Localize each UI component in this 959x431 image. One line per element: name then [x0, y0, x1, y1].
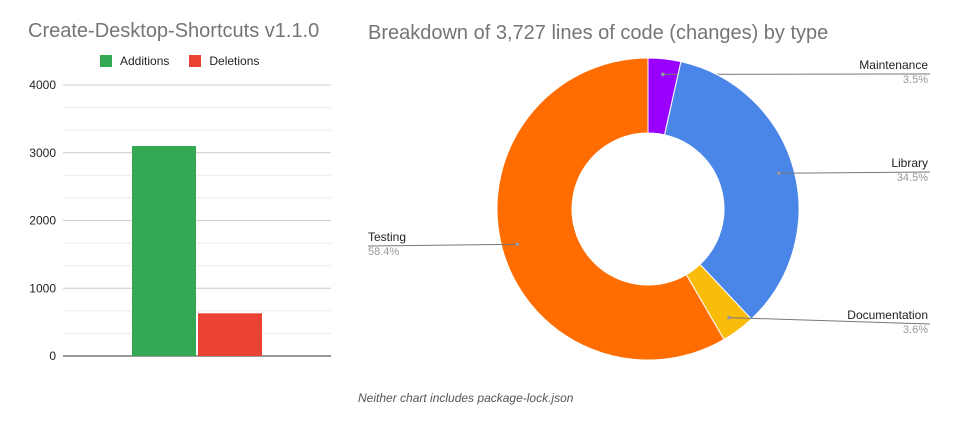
additions-swatch [100, 55, 112, 67]
pie-chart-title: Breakdown of 3,727 lines of code (change… [368, 22, 829, 44]
slice-label-documentation: Documentation [847, 308, 928, 322]
y-tick-label: 2000 [29, 214, 56, 228]
bar-chart: 0 1000 2000 3000 4000 [29, 78, 331, 363]
leader-line-library [778, 171, 931, 174]
y-tick-label: 0 [49, 349, 56, 363]
y-tick-label: 4000 [29, 78, 56, 92]
leader-line-documentation [729, 317, 931, 325]
deletions-swatch [189, 55, 202, 67]
donut-slice-testing [496, 57, 725, 361]
footnote: Neither chart includes package-lock.json [358, 391, 574, 405]
slice-pct-documentation: 3.6% [903, 324, 928, 336]
legend-item-additions[interactable]: Additions [100, 54, 169, 68]
donut-chart: Maintenance 3.5% Library 34.5% Documentation… [367, 57, 931, 361]
y-tick-label: 3000 [29, 146, 56, 160]
leader-dot [515, 242, 519, 247]
slice-label-testing: Testing [368, 230, 406, 244]
slice-pct-testing: 58.4% [368, 246, 399, 258]
slice-pct-maintenance: 3.5% [903, 74, 928, 86]
donut-slice-library [663, 61, 800, 320]
slice-pct-library: 34.5% [897, 172, 928, 184]
slice-label-library: Library [891, 156, 928, 170]
bar-chart-title: Create-Desktop-Shortcuts v1.1.0 [28, 20, 320, 42]
bar-chart-legend: Additions Deletions [100, 54, 259, 68]
leader-line-testing [367, 243, 518, 247]
slice-label-maintenance: Maintenance [859, 58, 928, 72]
leader-dot [727, 315, 731, 320]
bar-deletions [198, 313, 262, 356]
legend-label-deletions: Deletions [209, 54, 260, 68]
legend-label-additions: Additions [120, 54, 170, 68]
legend-item-deletions[interactable]: Deletions [189, 54, 259, 68]
y-tick-label: 1000 [29, 281, 56, 295]
leader-dot [661, 72, 665, 77]
bar-additions [132, 145, 196, 356]
leader-dot [776, 171, 781, 176]
